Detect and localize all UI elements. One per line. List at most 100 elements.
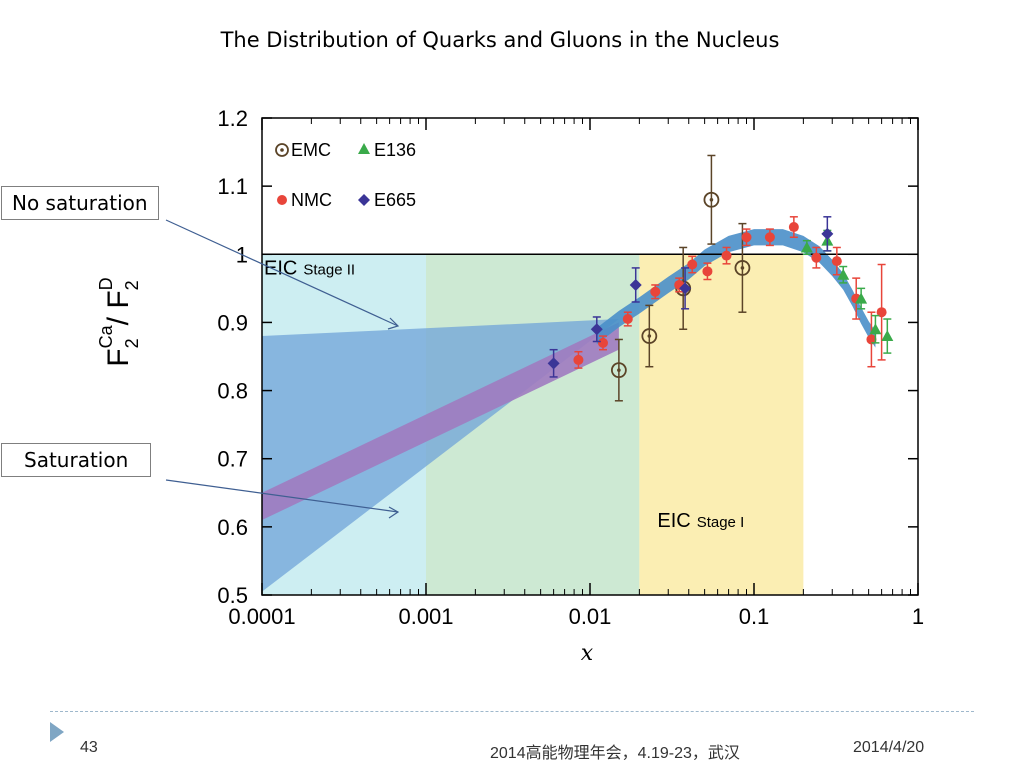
nmc-marker xyxy=(741,232,752,243)
page-number: 43 xyxy=(80,739,98,756)
y-axis-label: F2Ca/ F2D xyxy=(96,277,142,366)
nmc-marker xyxy=(573,354,584,365)
nmc-point-14 xyxy=(866,311,877,368)
nmc-marker xyxy=(811,252,822,263)
e136-point-2 xyxy=(837,265,850,284)
emc-marker-center xyxy=(647,334,652,338)
nmc-marker xyxy=(876,307,887,318)
svg-text:NMC: NMC xyxy=(291,190,332,210)
stage2-label: EIC Stage II xyxy=(264,258,355,280)
slide-date: 2014/4/20 xyxy=(853,739,925,756)
emc-marker xyxy=(703,191,720,208)
footer-arrow-icon xyxy=(50,722,64,742)
nmc-point-10 xyxy=(788,216,799,238)
e665-marker xyxy=(547,357,560,370)
series-e665 xyxy=(547,216,834,378)
x-tick-label: 0.001 xyxy=(398,604,453,629)
x-tick-label: 0.1 xyxy=(739,604,770,629)
series-nmc xyxy=(573,216,887,369)
no-saturation-band xyxy=(262,319,619,592)
e665-marker xyxy=(679,282,692,295)
y-tick-label: 0.8 xyxy=(217,379,248,404)
emc-marker-center xyxy=(617,368,621,372)
emc-marker-center xyxy=(740,266,745,270)
nmc-marker xyxy=(721,250,732,261)
nmc-point-3 xyxy=(650,284,661,300)
nmc-point-8 xyxy=(741,228,752,247)
e665-point-4 xyxy=(821,216,834,252)
nmc-marker xyxy=(831,256,842,267)
footer-divider xyxy=(50,711,974,712)
emc-marker xyxy=(610,362,627,379)
conference-info: 2014高能物理年会，4.19-23，武汉 xyxy=(490,745,740,762)
nmc-point-0 xyxy=(573,350,584,369)
e136-marker xyxy=(800,241,813,253)
nmc-marker xyxy=(866,334,877,345)
y-tick-label: 0.6 xyxy=(217,515,248,540)
callout-arrows xyxy=(165,219,400,519)
e665-point-1 xyxy=(590,316,603,343)
x-axis-label: x xyxy=(581,641,594,666)
e665-marker xyxy=(629,278,642,291)
svg-text:E665: E665 xyxy=(374,190,416,210)
legend-item-nmc: NMC xyxy=(277,190,332,210)
nmc-point-9 xyxy=(764,228,775,247)
saturation-band xyxy=(262,322,619,521)
y-tick-label: 1.2 xyxy=(217,106,248,131)
nmc-marker xyxy=(622,314,633,325)
y-tick-label: 0.7 xyxy=(217,447,248,472)
emc-marker xyxy=(734,260,751,276)
e665-marker xyxy=(821,227,834,240)
legend-item-emc: EMC xyxy=(275,140,331,160)
nmc-marker xyxy=(687,259,698,270)
x-tick-label: 0.01 xyxy=(569,604,612,629)
legend-item-e665: E665 xyxy=(358,190,416,210)
emc-point-3 xyxy=(703,154,720,245)
nmc-marker xyxy=(650,286,661,297)
x-tick-label: 0.0001 xyxy=(228,604,295,629)
nmc-marker xyxy=(702,266,713,277)
e665-point-3 xyxy=(679,267,692,310)
nmc-point-7 xyxy=(721,246,732,265)
nmc-point-5 xyxy=(687,255,698,274)
e136-marker xyxy=(869,323,882,335)
nmc-point-11 xyxy=(811,246,822,269)
legend: EMC E136 NMC E665 xyxy=(275,140,416,210)
emc-marker-center xyxy=(709,197,714,202)
nmc-marker xyxy=(597,337,608,348)
nmc-point-12 xyxy=(831,246,842,276)
emc-point-1 xyxy=(641,304,658,368)
no-saturation-callout: No saturation xyxy=(1,186,159,220)
e136-marker xyxy=(837,268,850,280)
e136-point-0 xyxy=(800,239,813,256)
e136-marker xyxy=(881,330,894,342)
svg-text:F2Ca/ F2D: F2Ca/ F2D xyxy=(96,277,142,366)
e136-point-4 xyxy=(869,314,882,344)
emc-marker xyxy=(641,328,658,344)
e136-point-5 xyxy=(881,318,894,354)
y-tick-label: 0.9 xyxy=(217,310,248,335)
legend-item-e136: E136 xyxy=(358,140,416,160)
nmc-marker xyxy=(788,222,799,233)
e136-marker xyxy=(855,292,868,304)
slide-title: The Distribution of Quarks and Gluons in… xyxy=(220,28,780,52)
svg-text:EMC: EMC xyxy=(291,140,331,160)
nmc-point-15 xyxy=(876,263,887,361)
stage1-label: EIC Stage I xyxy=(657,510,744,532)
y-tick-label: 0.5 xyxy=(217,583,248,608)
saturation-callout: Saturation xyxy=(1,443,152,477)
svg-text:E136: E136 xyxy=(374,140,416,160)
nmc-point-2 xyxy=(622,311,633,327)
nmc-point-6 xyxy=(702,262,713,281)
e665-marker xyxy=(590,323,603,336)
e665-point-0 xyxy=(547,348,560,378)
e136-point-3 xyxy=(855,287,868,310)
e665-point-2 xyxy=(629,267,642,303)
series-emc xyxy=(610,154,751,402)
nmc-marker xyxy=(764,232,775,243)
emc-point-0 xyxy=(610,338,627,402)
eic-stage1-region xyxy=(639,254,804,595)
nmc-point-1 xyxy=(597,335,608,351)
x-tick-label: 1 xyxy=(912,604,924,629)
